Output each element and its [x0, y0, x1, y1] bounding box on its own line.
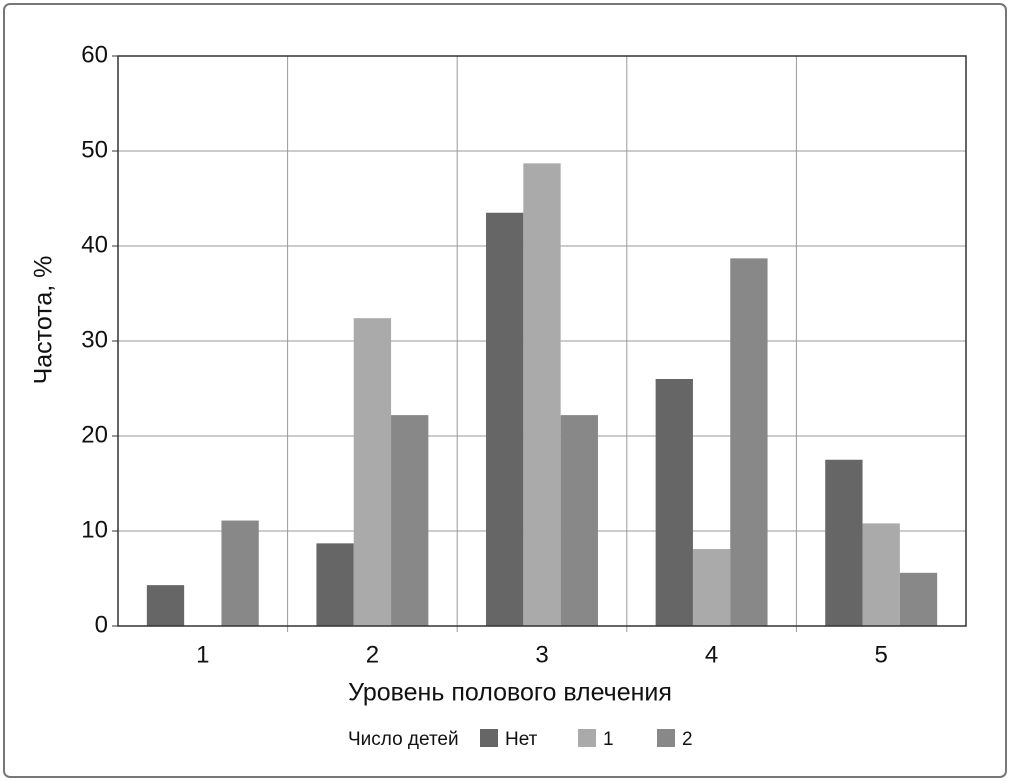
x-tick-label: 3	[535, 641, 548, 668]
x-tick-label: 2	[366, 641, 379, 668]
y-tick-label: 0	[95, 611, 108, 638]
legend-swatch	[480, 729, 498, 747]
legend-label: Нет	[505, 729, 538, 750]
bar	[730, 258, 768, 626]
bar	[899, 572, 938, 626]
x-tick-label: 4	[705, 641, 718, 668]
legend-label: 1	[603, 729, 614, 750]
y-tick-label: 40	[81, 231, 108, 258]
y-tick-label: 50	[81, 136, 108, 163]
bar	[221, 520, 259, 626]
bar	[391, 415, 429, 626]
legend-swatch	[657, 729, 675, 747]
bar	[523, 163, 561, 626]
legend-title: Число детей	[348, 729, 459, 750]
y-tick-label: 10	[81, 516, 108, 543]
bar	[655, 379, 693, 626]
x-tick-label: 1	[196, 641, 209, 668]
y-tick-label: 20	[81, 421, 108, 448]
bar	[353, 318, 392, 626]
x-axis-title: Уровень полового влечения	[348, 679, 672, 707]
plot-border	[117, 55, 967, 627]
legend-label: 2	[682, 729, 693, 750]
bar	[486, 212, 524, 626]
legend-swatch	[578, 729, 596, 747]
y-axis-title: Частота, %	[30, 256, 58, 385]
bar	[692, 549, 731, 626]
x-tick-label: 5	[875, 641, 888, 668]
bar	[862, 523, 900, 626]
bar	[146, 585, 185, 626]
y-tick-label: 30	[81, 326, 108, 353]
bar	[825, 459, 863, 626]
y-tick-label: 60	[81, 41, 108, 68]
bar	[316, 543, 354, 626]
bar	[560, 415, 598, 626]
